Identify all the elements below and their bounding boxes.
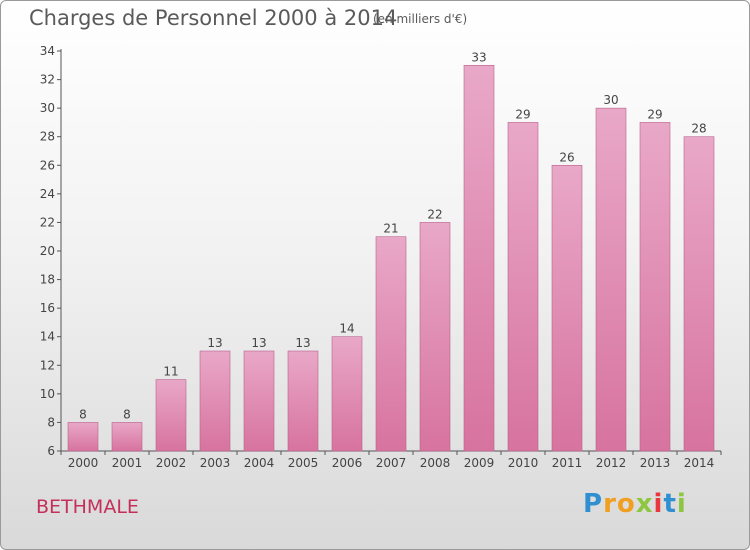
y-tick-label: 34 — [40, 44, 55, 58]
y-tick-label: 8 — [47, 415, 55, 429]
x-tick-label-2005: 2005 — [288, 456, 319, 470]
bar-2008 — [419, 222, 451, 452]
x-tick-label-2003: 2003 — [200, 456, 231, 470]
logo-letter: t — [663, 489, 677, 519]
y-tick-label: 12 — [40, 358, 55, 372]
y-tick-label: 18 — [40, 273, 55, 287]
bar-2003 — [199, 350, 231, 452]
x-tick-label-2011: 2011 — [552, 456, 583, 470]
y-tick-label: 16 — [40, 301, 55, 315]
data-label-2006: 14 — [339, 322, 354, 336]
data-label-2010: 29 — [515, 107, 530, 121]
bar-2010 — [507, 122, 539, 452]
x-tick-label-2001: 2001 — [112, 456, 143, 470]
bar-2007 — [375, 236, 407, 452]
commune-name: BETHMALE — [36, 496, 139, 518]
x-tick-label-2010: 2010 — [508, 456, 539, 470]
logo-letter: i — [676, 489, 687, 519]
x-tick-label-2014: 2014 — [684, 456, 715, 470]
data-label-2011: 26 — [559, 150, 574, 164]
x-tick-label-2009: 2009 — [464, 456, 495, 470]
data-label-2005: 13 — [295, 336, 310, 350]
bar-2006 — [331, 336, 363, 452]
logo-letter: P — [583, 489, 604, 519]
y-tick-label: 6 — [47, 444, 55, 458]
bar-2012 — [595, 107, 627, 452]
data-label-2008: 22 — [427, 207, 442, 221]
logo-letter: x — [635, 489, 654, 519]
y-tick-label: 28 — [40, 130, 55, 144]
logo-letter: r — [603, 489, 617, 519]
data-label-2013: 29 — [647, 107, 662, 121]
bar-2005 — [287, 350, 319, 452]
x-tick-label-2007: 2007 — [376, 456, 407, 470]
bar-2011 — [551, 164, 583, 452]
x-tick-label-2002: 2002 — [156, 456, 187, 470]
y-tick-label: 22 — [40, 215, 55, 229]
data-label-2012: 30 — [603, 93, 618, 107]
x-tick-label-2012: 2012 — [596, 456, 627, 470]
logo-letter: i — [653, 489, 664, 519]
data-label-2009: 33 — [471, 50, 486, 64]
data-label-2001: 8 — [123, 407, 131, 421]
y-tick-label: 14 — [40, 330, 55, 344]
logo-letter: o — [616, 489, 636, 519]
x-tick-label-2006: 2006 — [332, 456, 363, 470]
bar-2004 — [243, 350, 275, 452]
data-label-2002: 11 — [163, 365, 178, 379]
bar-2013 — [639, 122, 671, 452]
data-label-2014: 28 — [691, 122, 706, 136]
proxiti-logo: Proxiti — [583, 489, 687, 519]
x-tick-label-2008: 2008 — [420, 456, 451, 470]
data-label-2000: 8 — [79, 407, 87, 421]
data-label-2004: 13 — [251, 336, 266, 350]
y-tick-label: 32 — [40, 73, 55, 87]
bar-2009 — [463, 64, 495, 452]
bar-2001 — [111, 422, 143, 452]
chart-title: Charges de Personnel 2000 à 2014 — [29, 6, 398, 30]
bar-2014 — [683, 136, 715, 452]
data-label-2003: 13 — [207, 336, 222, 350]
y-tick-label: 20 — [40, 244, 55, 258]
y-tick-label: 24 — [40, 187, 55, 201]
chart-subtitle: (en milliers d'€) — [373, 12, 468, 26]
x-tick-label-2013: 2013 — [640, 456, 671, 470]
x-tick-label-2004: 2004 — [244, 456, 275, 470]
data-label-2007: 21 — [383, 222, 398, 236]
x-tick-label-2000: 2000 — [68, 456, 99, 470]
bar-2002 — [155, 379, 187, 452]
y-tick-label: 10 — [40, 387, 55, 401]
bar-2000 — [67, 422, 99, 452]
y-tick-label: 26 — [40, 158, 55, 172]
y-tick-label: 30 — [40, 101, 55, 115]
